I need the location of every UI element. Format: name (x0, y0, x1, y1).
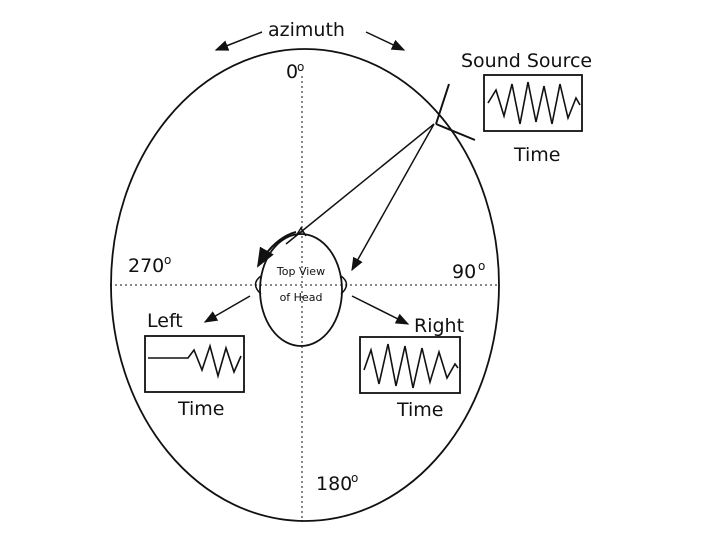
path-wrap-around-head (257, 230, 297, 268)
svg-text:90: 90 (452, 261, 476, 283)
svg-text:Sound Source: Sound Source (461, 50, 592, 72)
head-top-view: Top View of Head (254, 226, 348, 347)
path-to-left-ear (285, 123, 435, 245)
svg-text:Time: Time (513, 144, 561, 166)
azimuth-label: azimuth (268, 19, 345, 41)
left-ear-icon (254, 275, 262, 295)
left-waveform-box (144, 335, 245, 393)
angle-90: 90 o (452, 259, 485, 283)
sound-source-panel: Sound Source Time (461, 50, 592, 166)
angle-0: 0 o (286, 60, 304, 83)
svg-text:of Head: of Head (280, 291, 323, 304)
right-waveform-box (359, 336, 461, 394)
right-ear-panel: Right Time (359, 315, 464, 421)
nose-icon (295, 226, 307, 237)
right-waveform (363, 343, 459, 389)
svg-text:Time: Time (177, 398, 225, 420)
angle-180: 180 o (316, 471, 358, 495)
angle-270: 270 o (128, 253, 171, 277)
svg-text:0: 0 (286, 61, 298, 83)
sound-source-waveform (487, 81, 581, 125)
azimuth-arrow-left (214, 31, 263, 51)
svg-text:Top View: Top View (276, 265, 325, 278)
svg-text:o: o (297, 60, 304, 74)
left-ear-panel: Left Time (144, 310, 245, 420)
right-ear-icon (340, 275, 348, 295)
svg-text:Left: Left (147, 310, 183, 332)
svg-text:Time: Time (396, 399, 444, 421)
right-ear-output-arrow (351, 295, 410, 325)
svg-text:270: 270 (128, 255, 164, 277)
sound-source-marker (435, 83, 476, 141)
svg-text:o: o (478, 259, 485, 273)
svg-text:o: o (351, 471, 358, 485)
azimuth-arrow-right (365, 31, 406, 51)
svg-text:o: o (164, 253, 171, 267)
left-ear-output-arrow (203, 295, 251, 323)
path-to-right-ear (351, 123, 435, 272)
svg-text:Right: Right (414, 315, 464, 337)
left-waveform (148, 343, 242, 380)
sound-source-waveform-box (483, 74, 583, 132)
svg-text:180: 180 (316, 473, 352, 495)
